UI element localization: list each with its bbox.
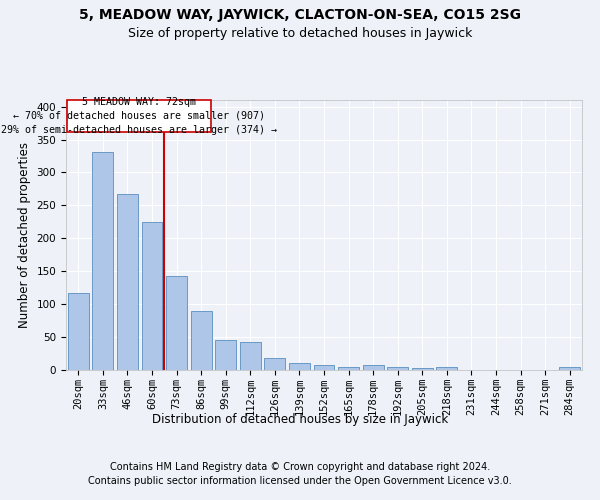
Bar <box>166 276 187 370</box>
Text: Contains HM Land Registry data © Crown copyright and database right 2024.: Contains HM Land Registry data © Crown c… <box>110 462 490 472</box>
Bar <box>559 366 580 370</box>
Bar <box>92 152 113 370</box>
Y-axis label: Number of detached properties: Number of detached properties <box>18 142 31 328</box>
FancyBboxPatch shape <box>67 100 211 132</box>
Bar <box>117 194 138 370</box>
Text: Size of property relative to detached houses in Jaywick: Size of property relative to detached ho… <box>128 28 472 40</box>
Bar <box>436 368 457 370</box>
Bar <box>215 340 236 370</box>
Text: 5 MEADOW WAY: 72sqm
← 70% of detached houses are smaller (907)
29% of semi-detac: 5 MEADOW WAY: 72sqm ← 70% of detached ho… <box>1 97 277 135</box>
Bar <box>191 310 212 370</box>
Bar <box>338 366 359 370</box>
Bar <box>265 358 286 370</box>
Text: Distribution of detached houses by size in Jaywick: Distribution of detached houses by size … <box>152 412 448 426</box>
Bar <box>142 222 163 370</box>
Text: 5, MEADOW WAY, JAYWICK, CLACTON-ON-SEA, CO15 2SG: 5, MEADOW WAY, JAYWICK, CLACTON-ON-SEA, … <box>79 8 521 22</box>
Bar <box>412 368 433 370</box>
Bar <box>240 342 261 370</box>
Bar <box>68 293 89 370</box>
Bar <box>362 366 383 370</box>
Bar <box>289 364 310 370</box>
Text: Contains public sector information licensed under the Open Government Licence v3: Contains public sector information licen… <box>88 476 512 486</box>
Bar <box>314 366 334 370</box>
Bar <box>387 366 408 370</box>
